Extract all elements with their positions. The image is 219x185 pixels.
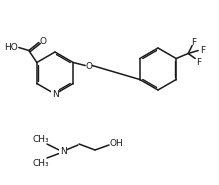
Text: HO: HO: [4, 43, 18, 52]
Text: O: O: [39, 37, 46, 46]
Text: N: N: [60, 147, 66, 157]
Text: OH: OH: [109, 139, 123, 147]
Text: O: O: [86, 62, 93, 71]
Text: F: F: [201, 46, 206, 55]
Text: F: F: [197, 58, 202, 67]
Text: CH₃: CH₃: [33, 159, 49, 167]
Text: CH₃: CH₃: [33, 134, 49, 144]
Text: N: N: [52, 90, 58, 98]
Text: F: F: [192, 38, 197, 47]
